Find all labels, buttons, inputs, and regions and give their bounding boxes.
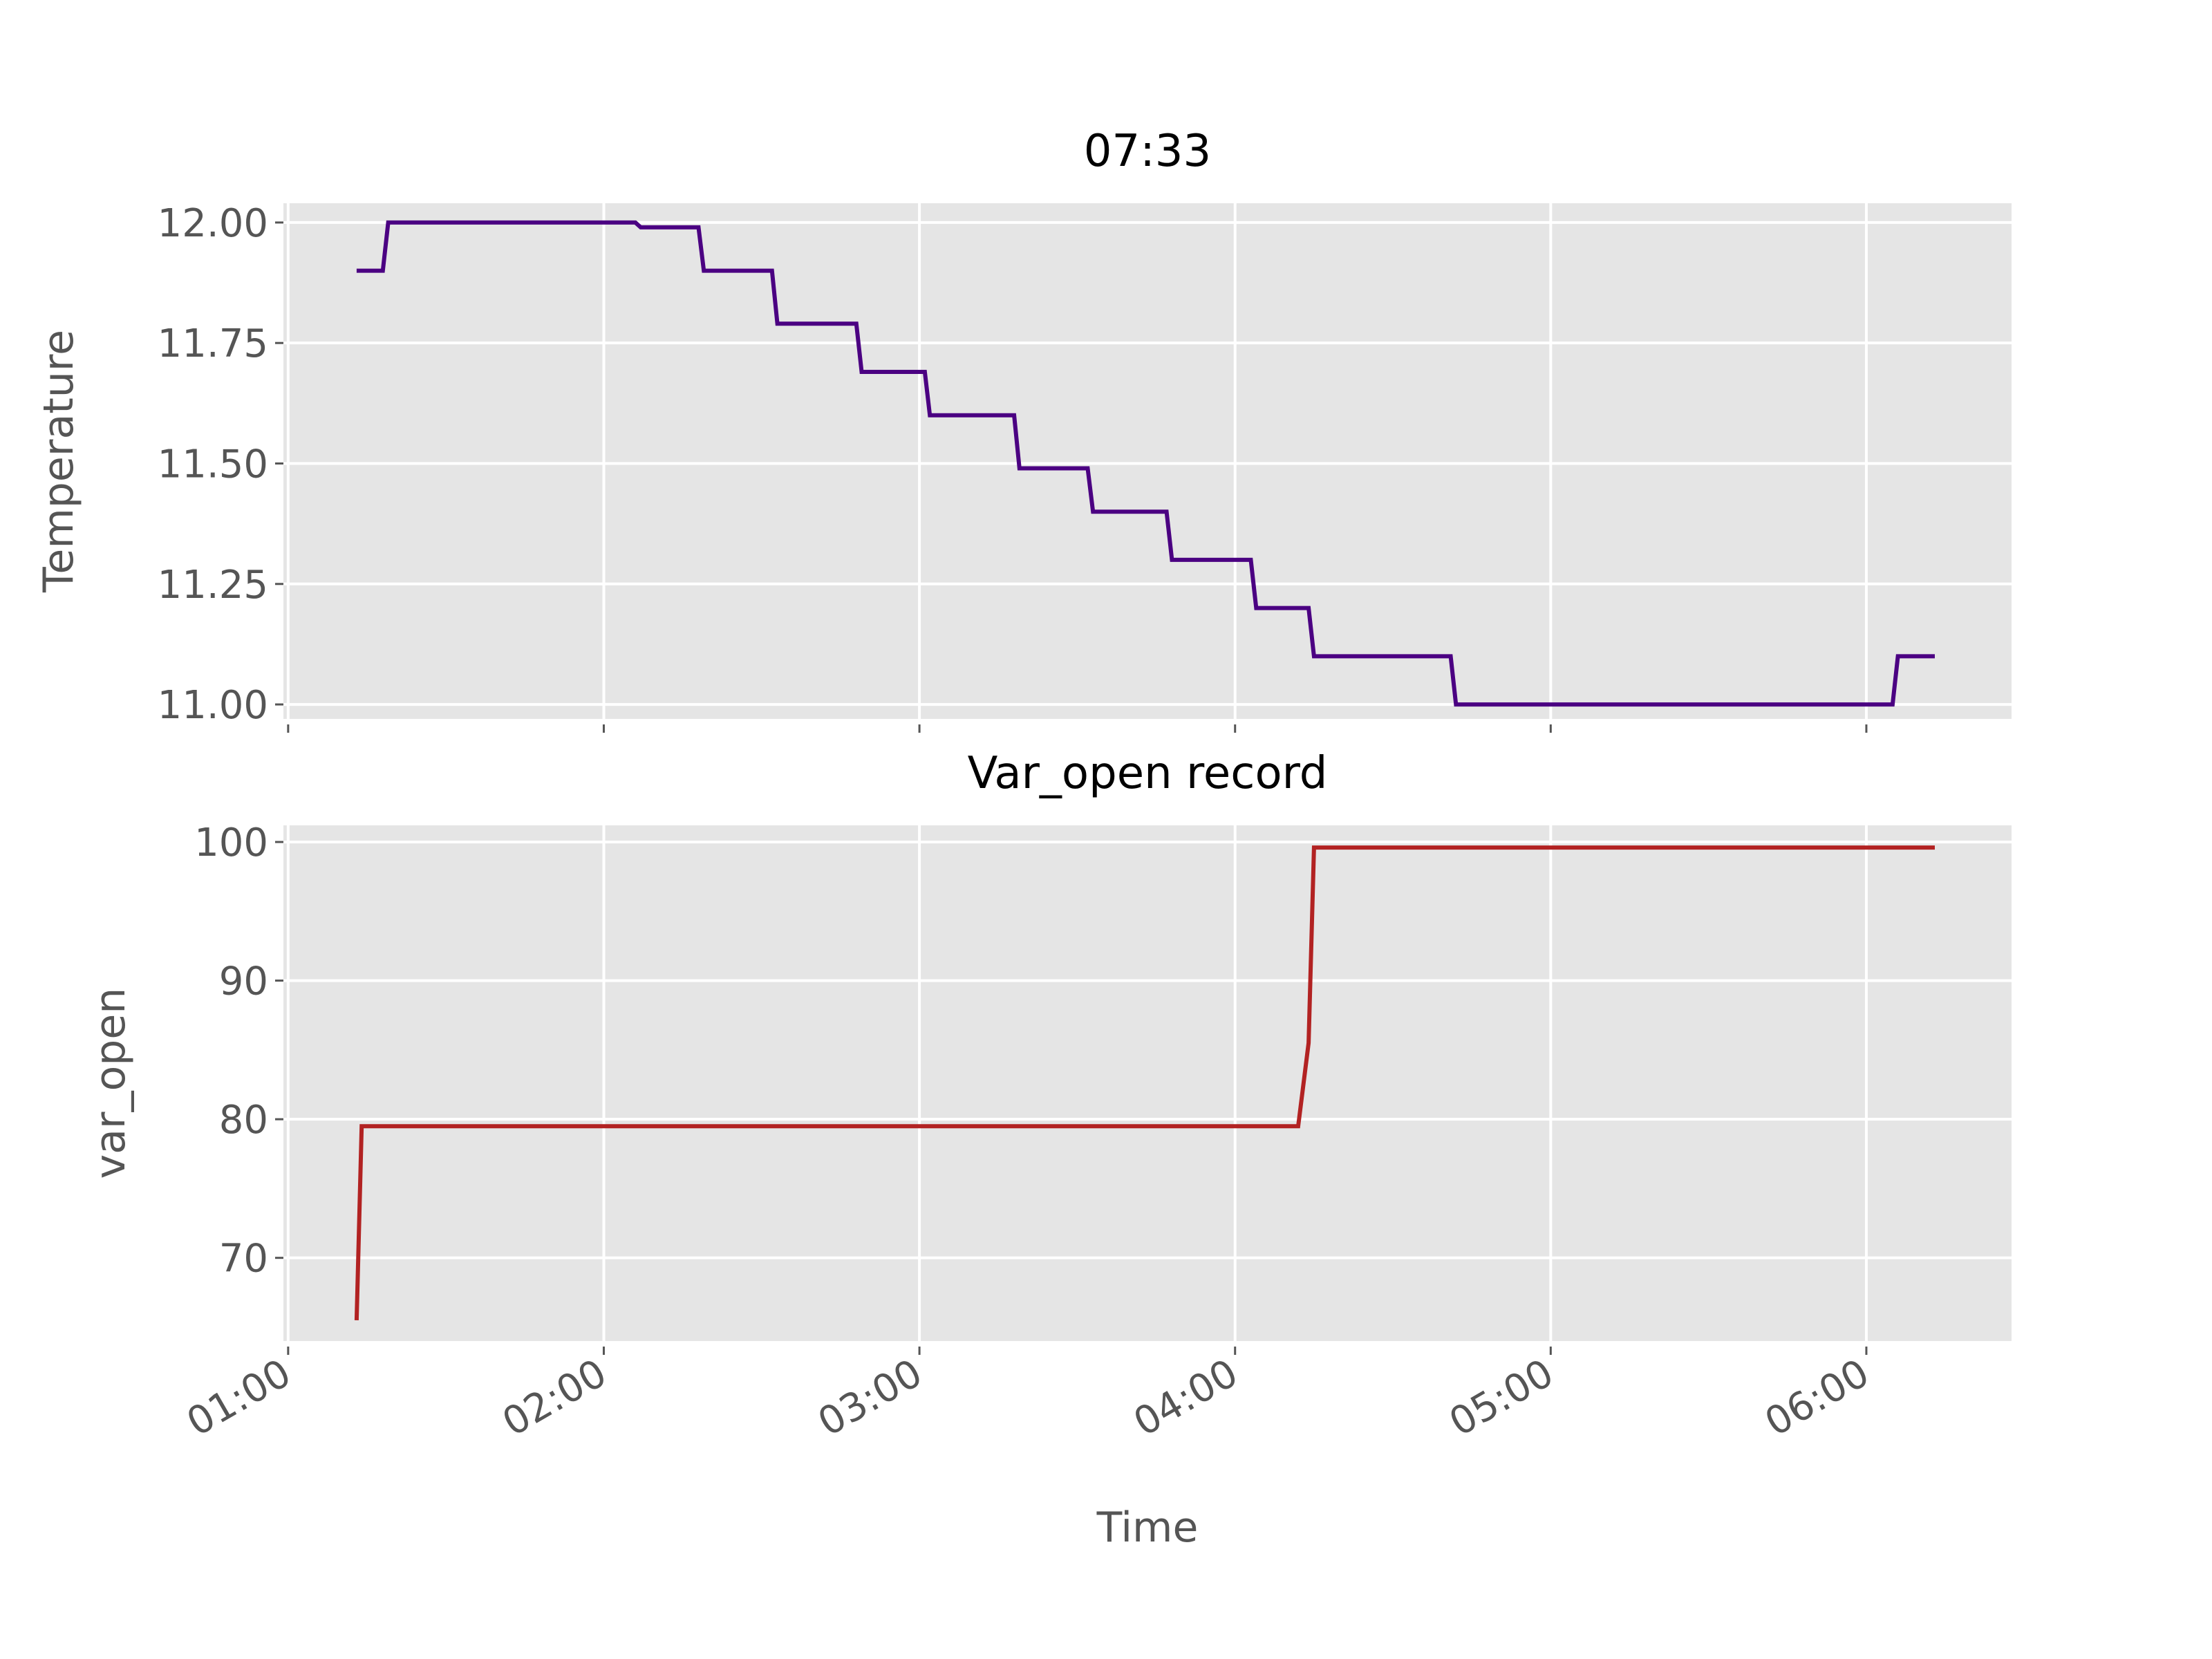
y-tick-label: 11.75	[158, 321, 268, 366]
y-tick-label: 11.25	[158, 563, 268, 608]
y-tick-label: 11.00	[158, 683, 268, 728]
y-tick-label: 90	[219, 959, 268, 1004]
var-open-y-ticks: 70 80 90 100	[194, 821, 283, 1282]
y-tick-label: 100	[194, 821, 268, 865]
var-open-x-ticks: 01:00 02:00 03:00 04:00 05:00 06:00	[180, 1347, 1877, 1445]
y-tick-label: 11.50	[158, 442, 268, 487]
x-tick-label: 02:00	[495, 1351, 614, 1445]
x-tick-label: 05:00	[1442, 1351, 1561, 1445]
x-tick-label: 06:00	[1758, 1351, 1877, 1445]
var-open-y-axis-label: var_open	[86, 988, 135, 1179]
var-open-panel: 70 80 90 100 01:00 02:00 03:00 04:00 05:00 06:00…	[86, 748, 2012, 1552]
temperature-x-ticks	[287, 724, 1868, 733]
temperature-y-axis-label: Temperature	[35, 330, 83, 593]
series-line	[354, 845, 1935, 1320]
series-line	[356, 220, 1935, 707]
y-tick-label: 70	[219, 1237, 268, 1282]
x-tick-label: 03:00	[811, 1351, 930, 1445]
y-tick-label: 80	[219, 1098, 268, 1143]
var-open-series	[354, 845, 1935, 1320]
x-tick-label: 01:00	[180, 1351, 299, 1445]
var-open-plot-area	[283, 825, 2012, 1341]
temperature-panel: 11.00 11.25 11.50 11.75 12.00 07:33 Temperat…	[35, 126, 2012, 733]
temperature-series	[356, 220, 1935, 707]
temperature-plot-area	[283, 203, 2012, 719]
var-open-chart-title: Var_open record	[968, 748, 1328, 799]
temperature-y-ticks: 11.00 11.25 11.50 11.75 12.00	[158, 201, 283, 728]
x-tick-label: 04:00	[1126, 1351, 1245, 1445]
temperature-chart-title: 07:33	[1084, 126, 1211, 177]
var-open-gridlines	[283, 825, 2012, 1341]
x-axis-label: Time	[1096, 1503, 1199, 1552]
y-tick-label: 12.00	[158, 201, 268, 246]
